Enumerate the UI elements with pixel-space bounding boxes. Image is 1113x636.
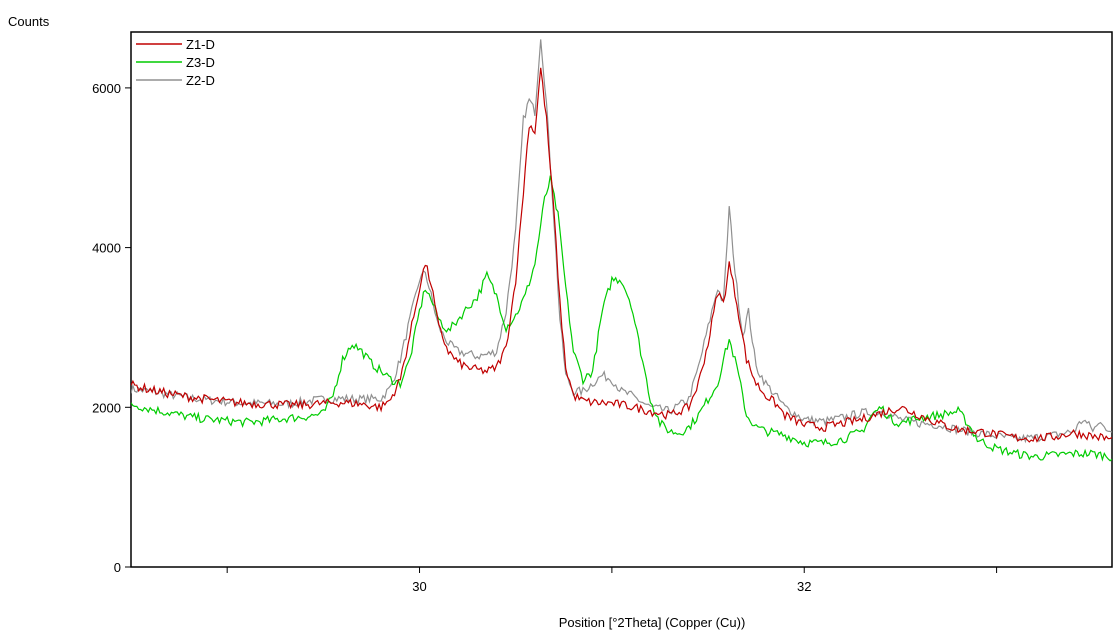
legend-label-z2-d: Z2-D bbox=[186, 73, 215, 88]
y-tick-label: 4000 bbox=[92, 241, 121, 256]
y-tick-label: 2000 bbox=[92, 400, 121, 415]
legend-label-z3-d: Z3-D bbox=[186, 55, 215, 70]
x-tick-label: 30 bbox=[412, 579, 426, 594]
legend-label-z1-d: Z1-D bbox=[186, 37, 215, 52]
legend: Z1-D Z3-D Z2-D bbox=[136, 37, 215, 88]
y-tick-label: 6000 bbox=[92, 81, 121, 96]
series-layer bbox=[131, 39, 1112, 462]
series-line-z3-d bbox=[131, 175, 1112, 462]
y-tick-label: 0 bbox=[114, 560, 121, 575]
x-axis-title: Position [°2Theta] (Copper (Cu)) bbox=[559, 615, 746, 630]
x-tick-label: 32 bbox=[797, 579, 811, 594]
plot-area bbox=[130, 31, 1113, 568]
axis-ticks: 30 32 0 2000 4000 6000 bbox=[92, 81, 998, 594]
y-axis-title: Counts bbox=[8, 14, 50, 29]
series-line-z1-d bbox=[131, 67, 1112, 443]
